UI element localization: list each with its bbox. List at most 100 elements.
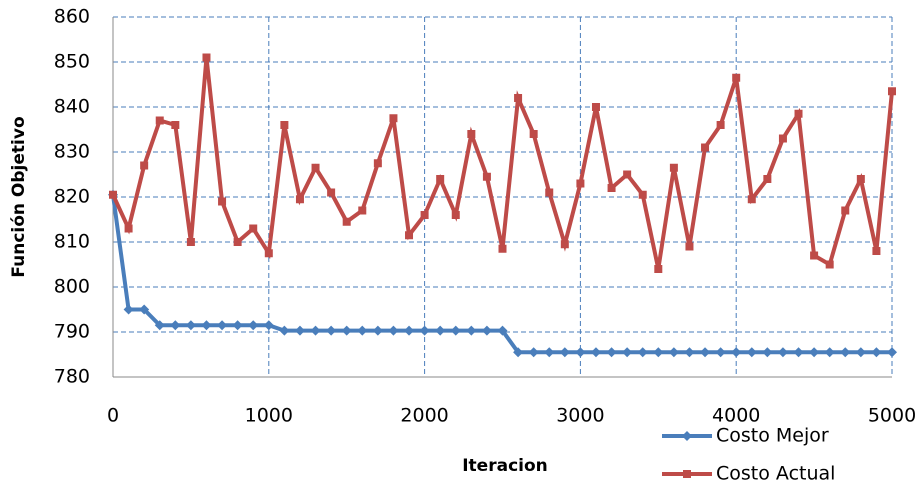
data-point (731, 347, 742, 358)
data-point (294, 325, 305, 336)
data-point (840, 347, 851, 358)
data-point (544, 347, 555, 358)
data-point (342, 217, 351, 226)
data-point (623, 170, 632, 179)
data-point (777, 347, 788, 358)
data-point (778, 134, 787, 143)
data-point (154, 320, 165, 331)
data-point (482, 172, 491, 181)
series-line (111, 57, 894, 270)
data-point (716, 121, 725, 129)
data-point (263, 320, 274, 331)
y-tick-label: 840 (54, 96, 90, 118)
data-point (327, 188, 336, 197)
data-point (715, 347, 726, 358)
x-tick-label: 4000 (712, 405, 760, 427)
data-point (763, 175, 772, 183)
data-point (684, 347, 695, 358)
data-point (466, 325, 477, 336)
data-point (171, 121, 180, 129)
data-point (357, 325, 368, 336)
data-point (591, 103, 600, 111)
legend-label: Costo Mejor (716, 425, 829, 447)
data-point (249, 224, 258, 233)
data-point (559, 347, 570, 358)
data-point (124, 224, 133, 233)
data-point (607, 184, 616, 192)
data-point (218, 197, 227, 206)
data-point (185, 320, 196, 331)
data-point (746, 347, 757, 358)
data-point (513, 347, 524, 358)
data-point (528, 347, 539, 358)
data-point (809, 347, 820, 358)
data-point (139, 304, 150, 315)
legend-label: Costo Actual (716, 463, 835, 485)
y-tick-label: 850 (54, 51, 90, 73)
y-tick-label: 820 (54, 186, 90, 208)
y-axis-title: Función Objetivo (9, 116, 29, 277)
data-point (140, 161, 149, 170)
data-point (358, 206, 367, 215)
data-point (405, 231, 414, 240)
data-point (295, 195, 304, 204)
data-point (762, 347, 773, 358)
data-point (311, 163, 320, 172)
data-point (451, 211, 460, 219)
data-point (217, 320, 228, 331)
data-point (248, 320, 259, 331)
x-axis-title: Iteracion (462, 456, 548, 476)
data-point (467, 130, 476, 138)
data-point (514, 94, 523, 102)
data-point (155, 116, 164, 125)
data-point (233, 238, 242, 246)
data-point (700, 347, 711, 358)
data-point (654, 265, 663, 273)
x-tick-label: 2000 (400, 405, 448, 427)
data-point (280, 121, 289, 129)
data-point (529, 130, 538, 138)
data-point (576, 179, 585, 188)
data-point (622, 347, 633, 358)
y-tick-label: 790 (54, 321, 90, 343)
y-tick-label: 800 (54, 276, 90, 298)
data-point (419, 325, 430, 336)
data-point (372, 325, 383, 336)
data-point (590, 347, 601, 358)
data-point (481, 325, 492, 336)
x-tick-label: 1000 (245, 405, 293, 427)
data-point (794, 109, 803, 118)
data-point (341, 325, 352, 336)
data-point (201, 320, 212, 331)
legend-marker (683, 470, 691, 478)
data-point (373, 159, 382, 168)
data-point (669, 163, 678, 172)
data-point (326, 325, 337, 336)
data-point (232, 320, 243, 331)
data-point (855, 347, 866, 358)
data-point (637, 347, 648, 358)
x-tick-label: 0 (107, 405, 119, 427)
data-point (435, 325, 446, 336)
data-point (545, 188, 554, 197)
data-point (638, 190, 647, 199)
data-point (685, 242, 694, 251)
data-point (498, 244, 507, 253)
data-point (123, 304, 134, 315)
data-point (747, 195, 756, 204)
data-point (871, 347, 882, 358)
y-tick-label: 830 (54, 141, 90, 163)
data-point (450, 325, 461, 336)
data-point (170, 320, 181, 331)
data-point (404, 325, 415, 336)
data-point (436, 175, 445, 183)
y-tick-label: 860 (54, 6, 90, 28)
data-point (606, 347, 617, 358)
data-point (389, 114, 398, 123)
y-tick-label: 810 (54, 231, 90, 253)
data-point (560, 240, 569, 249)
data-point (887, 347, 897, 358)
data-point (497, 325, 508, 336)
data-point (202, 53, 211, 62)
